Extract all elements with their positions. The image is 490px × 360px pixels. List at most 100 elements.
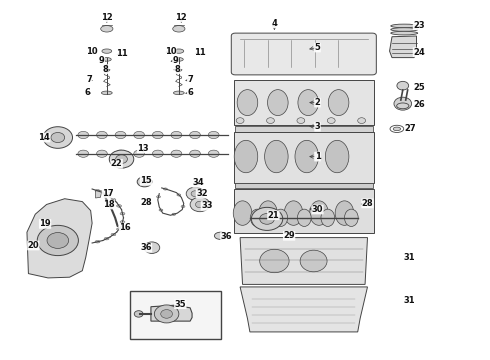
Circle shape: [116, 155, 127, 163]
Text: 10: 10: [86, 46, 98, 55]
Ellipse shape: [134, 131, 145, 139]
Ellipse shape: [120, 212, 125, 215]
Text: 12: 12: [175, 13, 187, 22]
Ellipse shape: [391, 24, 417, 28]
Ellipse shape: [159, 209, 163, 211]
Ellipse shape: [117, 204, 122, 207]
Circle shape: [236, 118, 244, 123]
FancyBboxPatch shape: [130, 291, 220, 339]
Text: 2: 2: [315, 98, 320, 107]
Text: 6: 6: [84, 88, 90, 97]
Circle shape: [43, 127, 73, 148]
Circle shape: [267, 118, 274, 123]
Ellipse shape: [190, 131, 200, 139]
Text: 30: 30: [312, 205, 323, 214]
Text: 16: 16: [119, 223, 131, 232]
Circle shape: [161, 310, 172, 318]
Ellipse shape: [134, 150, 145, 157]
Text: 11: 11: [116, 49, 127, 58]
FancyBboxPatch shape: [235, 183, 373, 188]
Ellipse shape: [141, 180, 148, 184]
Text: 25: 25: [413, 83, 425, 91]
Ellipse shape: [97, 150, 107, 157]
Circle shape: [47, 233, 69, 248]
Ellipse shape: [111, 233, 116, 236]
Text: 20: 20: [27, 241, 39, 250]
Ellipse shape: [156, 196, 161, 198]
Text: 36: 36: [140, 243, 152, 252]
Text: 29: 29: [283, 231, 295, 240]
Ellipse shape: [95, 189, 100, 192]
Ellipse shape: [234, 140, 258, 173]
Text: 36: 36: [220, 233, 232, 241]
Ellipse shape: [260, 249, 289, 273]
FancyBboxPatch shape: [234, 80, 374, 125]
Text: 32: 32: [196, 189, 208, 198]
Circle shape: [191, 191, 199, 197]
Text: 7: 7: [86, 76, 92, 85]
Ellipse shape: [208, 150, 219, 157]
Ellipse shape: [295, 140, 319, 173]
Ellipse shape: [391, 31, 417, 35]
Circle shape: [327, 118, 335, 123]
Ellipse shape: [177, 194, 181, 196]
Text: 7: 7: [187, 76, 193, 85]
Text: 31: 31: [403, 296, 415, 305]
Polygon shape: [27, 199, 92, 278]
Ellipse shape: [78, 131, 89, 139]
Ellipse shape: [104, 194, 109, 196]
Text: 13: 13: [137, 144, 149, 153]
Polygon shape: [390, 36, 416, 58]
Ellipse shape: [259, 201, 277, 225]
Circle shape: [144, 242, 160, 253]
Text: 4: 4: [271, 19, 277, 28]
Text: 3: 3: [315, 122, 320, 131]
Text: 6: 6: [187, 88, 193, 97]
Ellipse shape: [171, 150, 182, 157]
Ellipse shape: [328, 90, 349, 116]
Text: 12: 12: [101, 13, 113, 22]
Ellipse shape: [120, 221, 125, 223]
Polygon shape: [96, 191, 102, 198]
Ellipse shape: [117, 228, 122, 230]
Text: 17: 17: [102, 189, 114, 198]
Text: 35: 35: [174, 300, 186, 309]
Ellipse shape: [174, 49, 184, 53]
Ellipse shape: [237, 90, 258, 116]
Circle shape: [37, 225, 78, 256]
Ellipse shape: [215, 232, 226, 239]
Text: 5: 5: [315, 43, 320, 52]
Text: 22: 22: [111, 159, 122, 168]
Text: 15: 15: [140, 176, 152, 185]
Ellipse shape: [95, 240, 100, 243]
Ellipse shape: [101, 91, 112, 95]
Text: 18: 18: [103, 200, 115, 209]
Ellipse shape: [152, 131, 163, 139]
Ellipse shape: [297, 209, 311, 226]
Ellipse shape: [111, 199, 116, 201]
Text: 21: 21: [268, 211, 279, 220]
Text: 31: 31: [403, 253, 415, 262]
Polygon shape: [240, 238, 368, 284]
Ellipse shape: [208, 131, 219, 139]
Text: 9: 9: [172, 56, 178, 65]
Ellipse shape: [274, 209, 288, 226]
Ellipse shape: [174, 58, 183, 61]
Ellipse shape: [321, 209, 335, 226]
Text: 19: 19: [39, 219, 51, 228]
Ellipse shape: [97, 131, 107, 139]
FancyBboxPatch shape: [231, 33, 376, 75]
Text: 33: 33: [201, 202, 213, 210]
Ellipse shape: [344, 209, 358, 226]
Text: 8: 8: [102, 65, 108, 74]
Text: 11: 11: [194, 48, 206, 57]
Text: 10: 10: [165, 46, 176, 55]
Ellipse shape: [173, 91, 184, 95]
Circle shape: [190, 197, 210, 212]
Ellipse shape: [265, 140, 288, 173]
Ellipse shape: [325, 140, 349, 173]
Ellipse shape: [310, 201, 328, 225]
Text: 24: 24: [413, 48, 425, 57]
Ellipse shape: [102, 49, 112, 53]
Ellipse shape: [335, 201, 354, 225]
